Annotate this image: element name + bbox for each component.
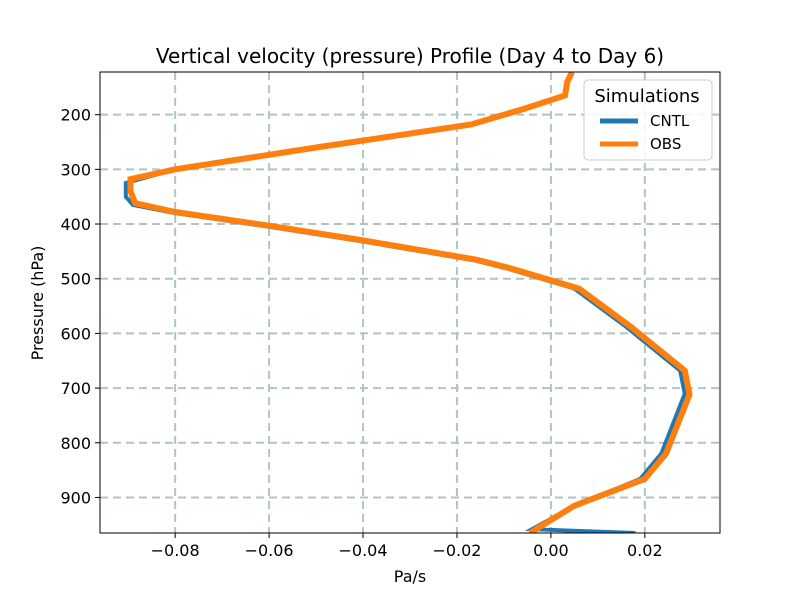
legend-box (583, 79, 713, 161)
series-line-obs (127, 72, 693, 533)
grid-layer (100, 72, 720, 533)
y-tick-label: 300 (60, 160, 91, 179)
x-tick-label: −0.04 (339, 541, 388, 560)
x-tick-label: −0.06 (245, 541, 294, 560)
plot-frame (99, 71, 721, 534)
x-axis-title: Pa/s (394, 567, 426, 586)
y-tick-label: 400 (60, 215, 91, 234)
legend-label-cntl: CNTL (650, 112, 690, 130)
tick-layer: −0.08 −0.06 −0.04 −0.02 0.00 0.02 200 300 400 500… (60, 106, 662, 560)
y-tick-label: 600 (60, 324, 91, 343)
series-layer (123, 72, 693, 533)
y-tick-label: 200 (60, 106, 91, 125)
y-tick-label: 800 (60, 434, 91, 453)
y-tick-label: 500 (60, 270, 91, 289)
x-tick-label: −0.02 (432, 541, 481, 560)
legend-title: Simulations (594, 86, 699, 107)
chart-title: Vertical velocity (pressure) Profile (Da… (156, 44, 664, 68)
x-tick-label: 0.02 (627, 541, 663, 560)
y-axis-title: Pressure (hPa) (28, 246, 47, 361)
legend-label-obs: OBS (650, 135, 681, 153)
x-tick-label: 0.00 (533, 541, 569, 560)
x-tick-label: −0.08 (151, 541, 200, 560)
y-tick-label: 900 (60, 488, 91, 507)
y-tick-label: 700 (60, 379, 91, 398)
legend: Simulations CNTL OBS (583, 79, 713, 161)
